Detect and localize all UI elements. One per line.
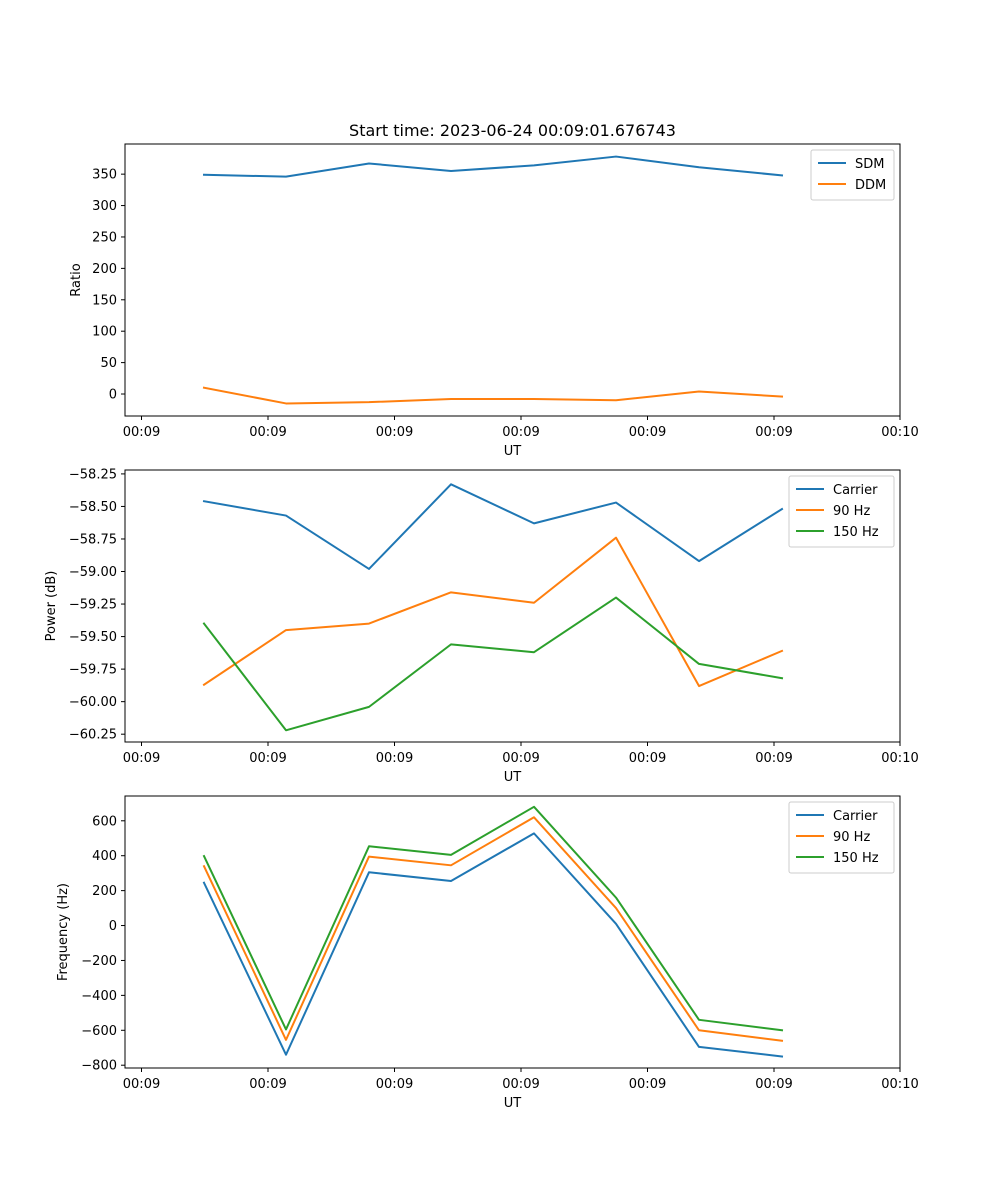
power-legend: Carrier 90 Hz 150 Hz <box>788 475 895 548</box>
ratio-y-axis-label: Ratio <box>69 263 84 296</box>
frequency-y-tick-label: −200 <box>81 954 117 969</box>
ratio-y-tick-label: 350 <box>92 168 117 183</box>
ratio-x-tick-label: 00:09 <box>123 425 160 440</box>
power-y-axis-label: Power (dB) <box>44 571 59 642</box>
power-x-tick-label: 00:09 <box>629 751 666 766</box>
frequency-x-tick-label: 00:09 <box>502 1077 539 1092</box>
power-y-tick-label: −59.25 <box>69 598 117 613</box>
panel-frequency: 00:09 00:09 00:09 00:09 00:09 00:09 00:10 UT −80… <box>56 795 919 1111</box>
power-legend-box <box>788 475 895 548</box>
frequency-series-carrier-line <box>202 832 784 1058</box>
power-y-tick-label: −58.25 <box>69 467 117 482</box>
frequency-axes-frame <box>124 795 901 1069</box>
ratio-x-axis-label: UT <box>504 444 522 459</box>
frequency-y-tick-label: 600 <box>92 814 117 829</box>
ratio-y-tick-label: 250 <box>92 230 117 245</box>
power-series-carrier-line <box>202 483 784 570</box>
power-y-tick-label: −58.75 <box>69 532 117 547</box>
ratio-y-tick-label: 150 <box>92 293 117 308</box>
power-y-tick-label: −60.00 <box>69 695 117 710</box>
power-y-tick-label: −59.75 <box>69 663 117 678</box>
panel-power: 00:09 00:09 00:09 00:09 00:09 00:09 00:10 UT −60… <box>44 467 919 785</box>
ratio-y-tick-label: 300 <box>92 199 117 214</box>
frequency-x-tick-label: 00:10 <box>881 1077 918 1092</box>
power-y-tick-label: −59.00 <box>69 565 117 580</box>
ratio-legend-label-sdm: SDM <box>855 157 884 172</box>
frequency-y-tick-label: 400 <box>92 849 117 864</box>
ratio-y-tick-label: 50 <box>100 356 117 371</box>
frequency-legend-label-90-hz: 90 Hz <box>833 830 870 845</box>
frequency-y-tick-label: −600 <box>81 1024 117 1039</box>
ratio-axes-frame <box>124 143 901 417</box>
frequency-series-150-hz-line <box>202 805 784 1032</box>
power-legend-label-150-hz: 150 Hz <box>833 525 879 540</box>
ratio-legend-label-ddm: DDM <box>855 178 886 193</box>
ratio-x-tick-label: 00:09 <box>502 425 539 440</box>
frequency-x-axis-label: UT <box>504 1096 522 1111</box>
ratio-x-tick-label: 00:09 <box>755 425 792 440</box>
power-x-axis-label: UT <box>504 770 522 785</box>
frequency-y-tick-label: 0 <box>109 919 117 934</box>
frequency-y-tick-label: 200 <box>92 884 117 899</box>
ratio-x-tick-label: 00:10 <box>881 425 918 440</box>
power-x-tick-label: 00:09 <box>755 751 792 766</box>
power-axes-frame <box>124 469 901 743</box>
frequency-y-tick-label: −400 <box>81 989 117 1004</box>
frequency-legend-box <box>788 801 895 874</box>
frequency-series-90-hz-line <box>202 816 784 1042</box>
ratio-x-tick-label: 00:09 <box>629 425 666 440</box>
frequency-x-tick-label: 00:09 <box>629 1077 666 1092</box>
power-y-tick-label: −59.50 <box>69 630 117 645</box>
frequency-x-tick-label: 00:09 <box>123 1077 160 1092</box>
power-x-tick-label: 00:09 <box>376 751 413 766</box>
ratio-y-tick-label: 0 <box>109 388 117 403</box>
ratio-legend: SDM DDM <box>810 149 895 201</box>
frequency-y-axis-label: Frequency (Hz) <box>56 883 71 981</box>
ratio-x-tick-label: 00:09 <box>376 425 413 440</box>
ratio-x-tick-label: 00:09 <box>249 425 286 440</box>
frequency-legend: Carrier 90 Hz 150 Hz <box>788 801 895 874</box>
ratio-y-tick-label: 200 <box>92 262 117 277</box>
frequency-y-tick-label: −800 <box>81 1059 117 1074</box>
chart-title: Start time: 2023-06-24 00:09:01.676743 <box>349 121 676 140</box>
ratio-series-ddm-line <box>202 386 784 405</box>
ratio-series-sdm-line <box>202 155 784 178</box>
frequency-legend-label-150-hz: 150 Hz <box>833 851 879 866</box>
frequency-x-tick-label: 00:09 <box>755 1077 792 1092</box>
frequency-x-tick-label: 00:09 <box>376 1077 413 1092</box>
power-legend-label-90-hz: 90 Hz <box>833 504 870 519</box>
power-x-tick-label: 00:10 <box>881 751 918 766</box>
power-y-tick-label: −58.50 <box>69 500 117 515</box>
power-x-tick-label: 00:09 <box>249 751 286 766</box>
power-legend-label-carrier: Carrier <box>833 483 878 498</box>
power-y-tick-label: −60.25 <box>69 728 117 743</box>
frequency-legend-label-carrier: Carrier <box>833 809 878 824</box>
power-x-tick-label: 00:09 <box>502 751 539 766</box>
power-x-tick-label: 00:09 <box>123 751 160 766</box>
ratio-y-tick-label: 100 <box>92 325 117 340</box>
panel-ratio: 00:09 00:09 00:09 00:09 00:09 00:09 00:10 UT 0 50… <box>69 143 919 459</box>
power-series-90-hz-line <box>202 536 784 688</box>
frequency-x-tick-label: 00:09 <box>249 1077 286 1092</box>
power-series-150-hz-line <box>202 596 784 732</box>
